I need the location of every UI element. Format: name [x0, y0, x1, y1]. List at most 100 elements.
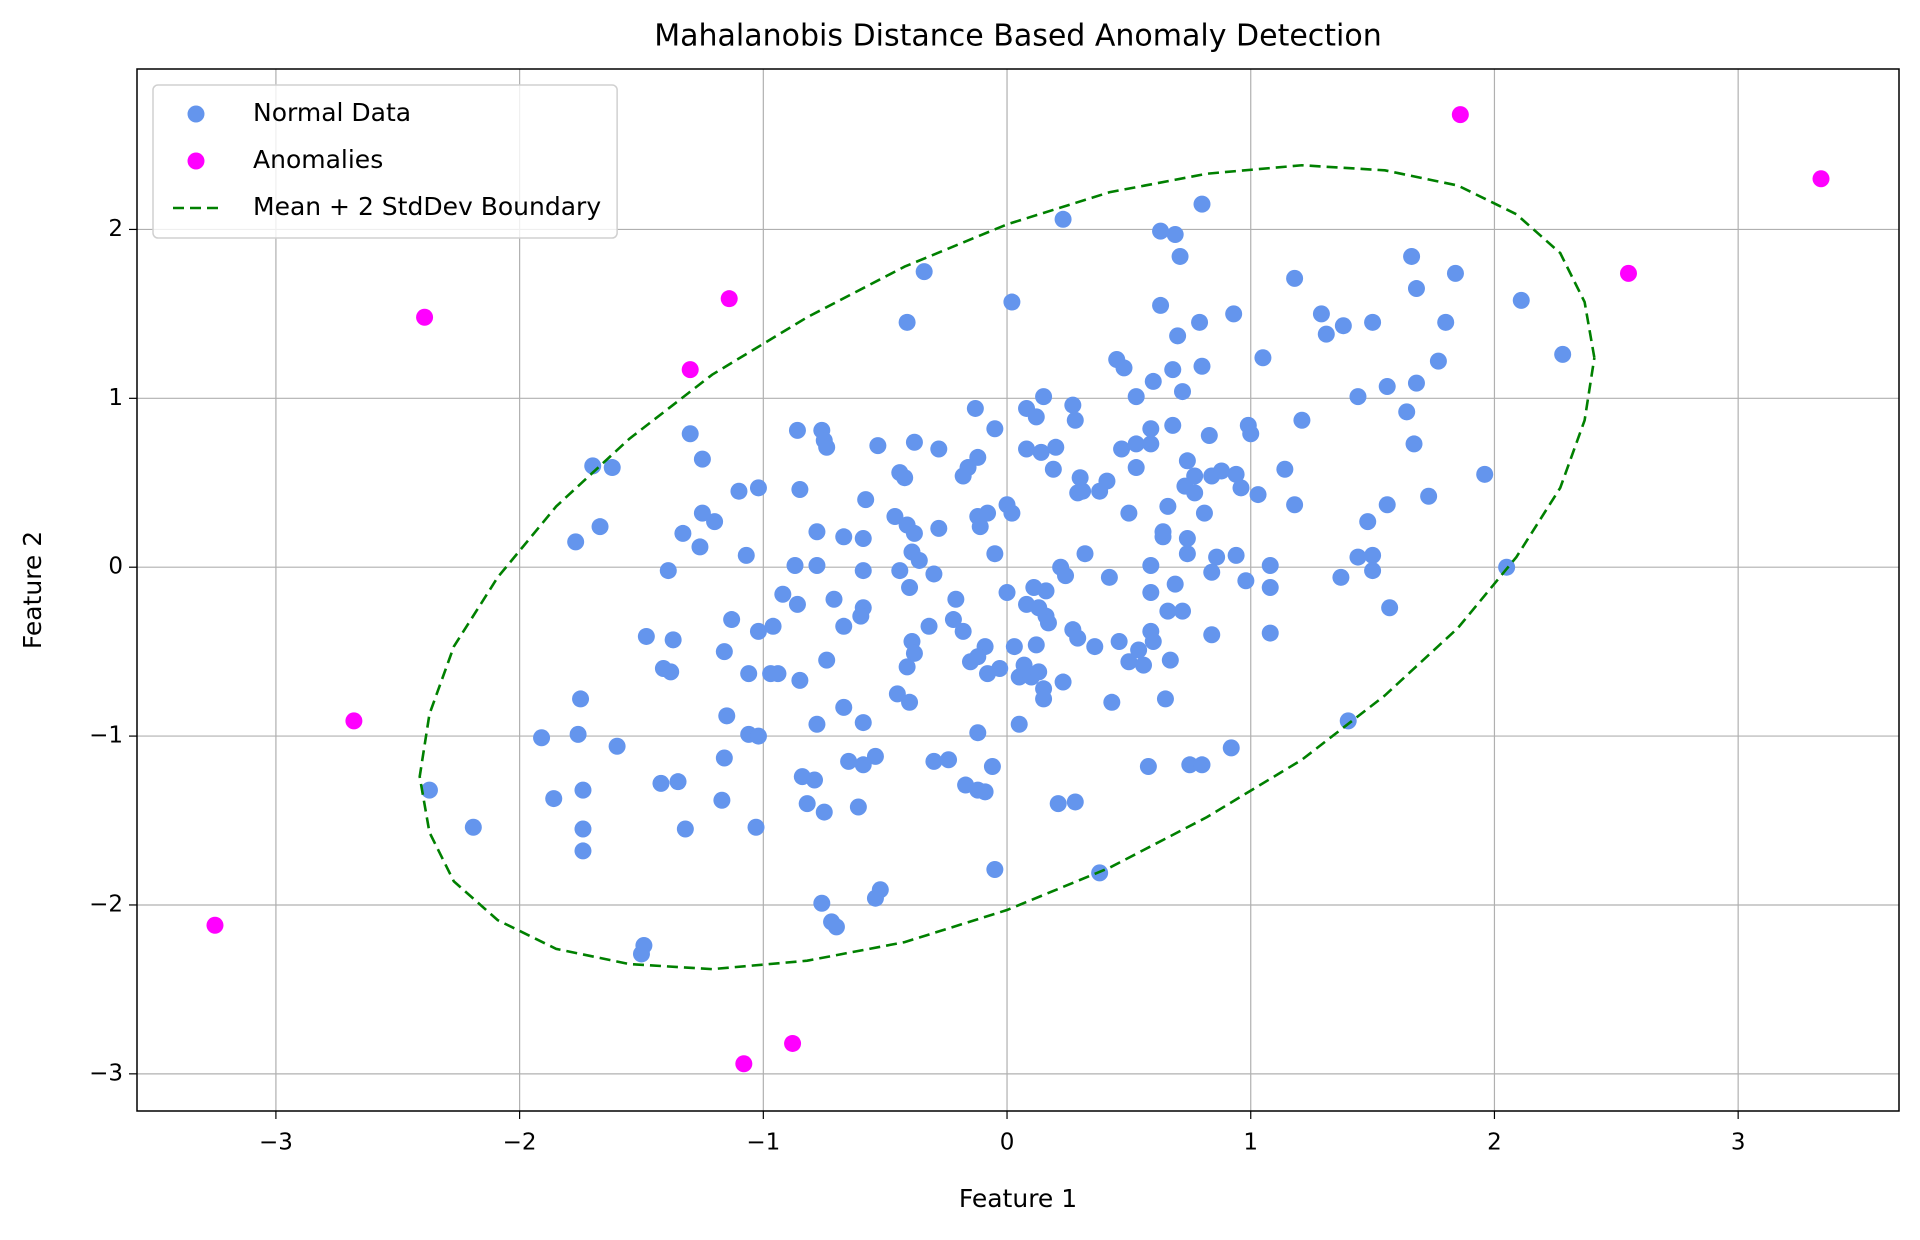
scatter-point: [976, 783, 994, 801]
scatter-point: [925, 752, 943, 770]
scatter-point: [808, 557, 826, 575]
scatter-point: [915, 263, 933, 281]
scatter-point: [774, 585, 792, 603]
scatter-point: [1178, 452, 1196, 470]
scatter-point: [866, 747, 884, 765]
scatter-point: [986, 860, 1004, 878]
y-tick-label: 2: [108, 216, 123, 242]
scatter-point: [715, 749, 733, 767]
scatter-point: [1064, 396, 1082, 414]
y-tick-label: −3: [89, 1060, 123, 1086]
scatter-point: [940, 751, 958, 769]
scatter-point: [769, 665, 787, 683]
scatter-point: [545, 790, 563, 808]
scatter-point: [715, 643, 733, 661]
scatter-point: [706, 513, 724, 531]
scatter-point: [1191, 313, 1209, 331]
scatter-point: [1039, 614, 1057, 632]
scatter-point: [1098, 472, 1116, 490]
legend-box: [152, 84, 618, 239]
scatter-point: [533, 729, 551, 747]
scatter-point: [798, 795, 816, 813]
scatter-point: [1405, 435, 1423, 453]
scatter-point: [749, 622, 767, 640]
scatter-point: [676, 820, 694, 838]
x-tick-label: 2: [1487, 1130, 1502, 1156]
scatter-point: [1254, 349, 1272, 367]
scatter-point: [740, 665, 758, 683]
scatter-point: [840, 752, 858, 770]
scatter-point: [464, 818, 482, 836]
scatter-point: [1152, 222, 1170, 240]
scatter-point: [1054, 673, 1072, 691]
scatter-point: [1113, 440, 1131, 458]
scatter-point: [925, 565, 943, 583]
scatter-point: [818, 438, 836, 456]
scatter-point: [1186, 484, 1204, 502]
scatter-point: [986, 545, 1004, 563]
scatter-point: [1242, 425, 1260, 443]
scatter-point: [788, 595, 806, 613]
scatter-point: [930, 519, 948, 537]
scatter-point: [1144, 372, 1162, 390]
scatter-point: [813, 894, 831, 912]
y-tick-label: 1: [108, 385, 123, 411]
scatter-point: [1054, 210, 1072, 228]
scatter-point: [857, 491, 875, 509]
scatter-point: [835, 528, 853, 546]
scatter-series: [420, 195, 1572, 963]
scatter-point: [1286, 496, 1304, 514]
scatter-point: [983, 757, 1001, 775]
scatter-point: [1364, 562, 1382, 580]
scatter-point: [1159, 497, 1177, 515]
scatter-point: [669, 773, 687, 791]
scatter-point: [691, 538, 709, 556]
y-tick-label: 0: [108, 554, 123, 580]
scatter-point: [1437, 313, 1455, 331]
scatter-point: [1142, 557, 1160, 575]
scatter-point: [1378, 377, 1396, 395]
scatter-point: [786, 557, 804, 575]
scatter-point: [1420, 487, 1438, 505]
scatter-point: [835, 617, 853, 635]
scatter-point: [718, 707, 736, 725]
x-tick-label: 0: [1000, 1130, 1015, 1156]
scatter-point: [1159, 602, 1177, 620]
scatter-point: [420, 781, 438, 799]
scatter-point: [1378, 496, 1396, 514]
scatter-point: [1066, 793, 1084, 811]
scatter-point: [1135, 656, 1153, 674]
scatter-point: [1429, 352, 1447, 370]
scatter-point: [1317, 325, 1335, 343]
scatter-point: [632, 945, 650, 963]
scatter-point: [1066, 411, 1084, 429]
scatter-point: [815, 803, 833, 821]
scatter-point: [784, 1034, 802, 1052]
scatter-point: [1010, 715, 1028, 733]
scatter-point: [567, 533, 585, 551]
scatter-point: [898, 658, 916, 676]
scatter-point: [1225, 305, 1243, 323]
scatter-point: [930, 440, 948, 458]
scatter-point: [1364, 313, 1382, 331]
scatter-point: [206, 916, 224, 934]
scatter-point: [1476, 465, 1494, 483]
scatter-point: [1057, 567, 1075, 585]
scatter-point: [664, 631, 682, 649]
scatter-point: [1193, 195, 1211, 213]
scatter-point: [1334, 317, 1352, 335]
scatter-point: [1178, 545, 1196, 563]
scatter-point: [1156, 690, 1174, 708]
scatter-point: [891, 562, 909, 580]
scatter-point: [764, 617, 782, 635]
scatter-point: [1812, 170, 1830, 188]
x-tick-label: −1: [746, 1130, 780, 1156]
scatter-point: [898, 313, 916, 331]
scatter-point: [854, 529, 872, 547]
scatter-point: [969, 724, 987, 742]
scatter-point: [1174, 383, 1192, 401]
legend-label: Anomalies: [253, 145, 383, 174]
scatter-point: [1003, 504, 1021, 522]
scatter-point: [1276, 460, 1294, 478]
